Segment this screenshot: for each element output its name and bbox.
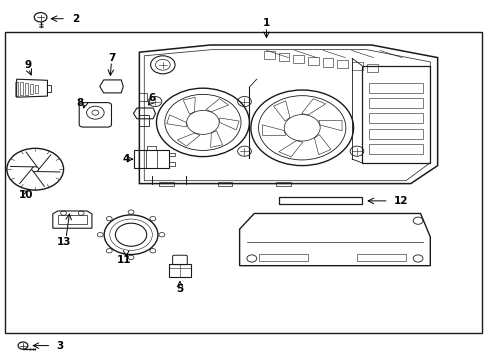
Bar [47,85,51,92]
Bar [134,150,168,168]
Bar [293,55,304,63]
Bar [35,85,38,93]
Bar [58,215,87,224]
Bar [351,62,362,70]
Bar [146,146,156,150]
Bar [368,144,422,154]
Text: 11: 11 [116,255,131,265]
Bar [139,93,147,101]
Bar [159,182,173,186]
Bar [264,51,274,59]
Text: 1: 1 [263,18,269,28]
Bar [5,32,481,333]
Bar [276,182,290,186]
Bar [278,197,361,204]
Text: 2: 2 [72,14,80,24]
Text: 3: 3 [56,341,63,351]
Bar [361,66,429,163]
Bar [168,162,174,166]
Bar [25,83,28,95]
Text: 10: 10 [19,190,33,200]
Bar [368,113,422,123]
Bar [168,153,174,156]
Bar [307,57,318,65]
Text: 12: 12 [393,196,407,206]
Bar [278,53,289,61]
Bar [30,84,33,94]
Bar [322,58,333,67]
Text: 4: 4 [122,154,130,164]
Text: 13: 13 [56,237,71,247]
Bar [368,83,422,93]
Text: 5: 5 [176,284,183,294]
Bar [15,82,18,96]
Bar [217,182,232,186]
Bar [366,64,377,72]
Text: 8: 8 [76,98,83,108]
Bar [139,115,149,126]
Text: 6: 6 [148,93,155,103]
Bar [169,264,190,277]
Bar [337,60,347,68]
Bar [356,254,405,261]
Bar [368,98,422,108]
Bar [20,82,23,95]
Text: 9: 9 [25,60,32,70]
Text: 7: 7 [107,53,115,63]
Bar [368,129,422,139]
Bar [259,254,307,261]
